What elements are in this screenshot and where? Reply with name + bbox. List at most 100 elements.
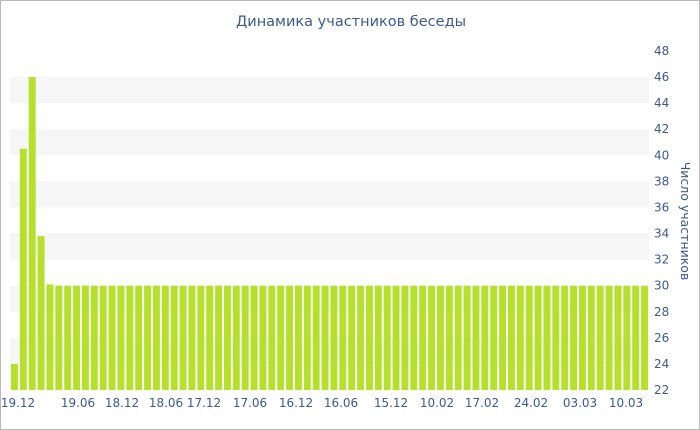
bar[interactable] xyxy=(410,285,418,390)
bar[interactable] xyxy=(64,285,72,390)
bar[interactable] xyxy=(587,285,595,390)
bar[interactable] xyxy=(294,285,302,390)
grid-band xyxy=(10,337,649,364)
bar[interactable] xyxy=(197,285,205,390)
bar[interactable] xyxy=(383,285,391,390)
bar[interactable] xyxy=(401,285,409,390)
bar[interactable] xyxy=(623,285,631,390)
chart-title: Динамика участников беседы xyxy=(235,14,467,30)
y-tick-label: 40 xyxy=(654,148,669,162)
x-tick-label: 17.06 xyxy=(233,396,267,410)
bar[interactable] xyxy=(552,285,560,390)
bar[interactable] xyxy=(436,285,444,390)
y-tick-label: 46 xyxy=(654,70,669,84)
bar[interactable] xyxy=(46,284,54,390)
bar[interactable] xyxy=(117,285,125,390)
y-tick-label: 36 xyxy=(654,200,669,214)
y-tick-label: 24 xyxy=(654,357,669,371)
bar[interactable] xyxy=(108,285,116,390)
bar[interactable] xyxy=(277,285,285,390)
bar[interactable] xyxy=(348,285,356,390)
bar[interactable] xyxy=(250,285,258,390)
bar[interactable] xyxy=(472,285,480,390)
x-tick-label: 24.02 xyxy=(514,396,548,410)
grid-band xyxy=(10,233,649,260)
bar[interactable] xyxy=(365,285,373,390)
bar[interactable] xyxy=(330,285,338,390)
bar[interactable] xyxy=(534,285,542,390)
bar[interactable] xyxy=(481,285,489,390)
bar[interactable] xyxy=(259,285,267,390)
bar[interactable] xyxy=(223,285,231,390)
y-tick-label: 28 xyxy=(654,305,669,319)
x-tick-label: 16.12 xyxy=(279,396,313,410)
bar[interactable] xyxy=(90,285,98,390)
x-tick-label: 10.02 xyxy=(420,396,454,410)
bar[interactable] xyxy=(241,285,249,390)
bar[interactable] xyxy=(454,285,462,390)
bar[interactable] xyxy=(490,285,498,390)
bar[interactable] xyxy=(170,285,178,390)
bar[interactable] xyxy=(152,285,160,390)
grid-band xyxy=(10,181,649,208)
bar[interactable] xyxy=(516,285,524,390)
x-tick-label: 17.12 xyxy=(187,396,221,410)
bar[interactable] xyxy=(161,285,169,390)
y-tick-label: 32 xyxy=(654,253,669,267)
bar[interactable] xyxy=(632,285,640,390)
bar[interactable] xyxy=(596,285,604,390)
bar[interactable] xyxy=(37,236,45,390)
bar[interactable] xyxy=(81,285,89,390)
x-tick-label: 03.03 xyxy=(563,396,597,410)
bar[interactable] xyxy=(392,285,400,390)
bar[interactable] xyxy=(135,285,143,390)
bar[interactable] xyxy=(339,285,347,390)
bar[interactable] xyxy=(268,285,276,390)
y-tick-label: 34 xyxy=(654,227,669,241)
bar[interactable] xyxy=(614,285,622,390)
bar[interactable] xyxy=(507,285,515,390)
bar[interactable] xyxy=(303,285,311,390)
bar[interactable] xyxy=(55,285,63,390)
y-tick-label: 26 xyxy=(654,331,669,345)
x-tick-label: 10.03 xyxy=(609,396,643,410)
x-tick-label: 18.06 xyxy=(149,396,183,410)
bar[interactable] xyxy=(357,285,365,390)
bar[interactable] xyxy=(543,285,551,390)
bar[interactable] xyxy=(73,285,81,390)
grid-band xyxy=(10,77,649,104)
bar[interactable] xyxy=(578,285,586,390)
bar[interactable] xyxy=(206,285,214,390)
bar[interactable] xyxy=(126,285,134,390)
bar[interactable] xyxy=(179,285,187,390)
bar[interactable] xyxy=(525,285,533,390)
bar[interactable] xyxy=(374,285,382,390)
bar[interactable] xyxy=(10,363,18,390)
bar[interactable] xyxy=(605,285,613,390)
bar[interactable] xyxy=(28,77,36,390)
bar[interactable] xyxy=(570,285,578,390)
bar[interactable] xyxy=(312,285,320,390)
bar[interactable] xyxy=(499,285,507,390)
grid-band xyxy=(10,285,649,312)
bar[interactable] xyxy=(19,148,27,390)
bar[interactable] xyxy=(188,285,196,390)
grid-band xyxy=(10,129,649,156)
bar[interactable] xyxy=(445,285,453,390)
bar[interactable] xyxy=(428,285,436,390)
bar[interactable] xyxy=(144,285,152,390)
bar[interactable] xyxy=(215,285,223,390)
bar[interactable] xyxy=(286,285,294,390)
bar[interactable] xyxy=(321,285,329,390)
bar[interactable] xyxy=(641,285,649,390)
y-axis-label: Число участников xyxy=(678,162,693,281)
bar[interactable] xyxy=(561,285,569,390)
bar[interactable] xyxy=(419,285,427,390)
x-tick-label: 17.02 xyxy=(465,396,499,410)
bar[interactable] xyxy=(232,285,240,390)
bar[interactable] xyxy=(463,285,471,390)
x-tick-label: 19.12 xyxy=(1,396,35,410)
bar[interactable] xyxy=(99,285,107,390)
